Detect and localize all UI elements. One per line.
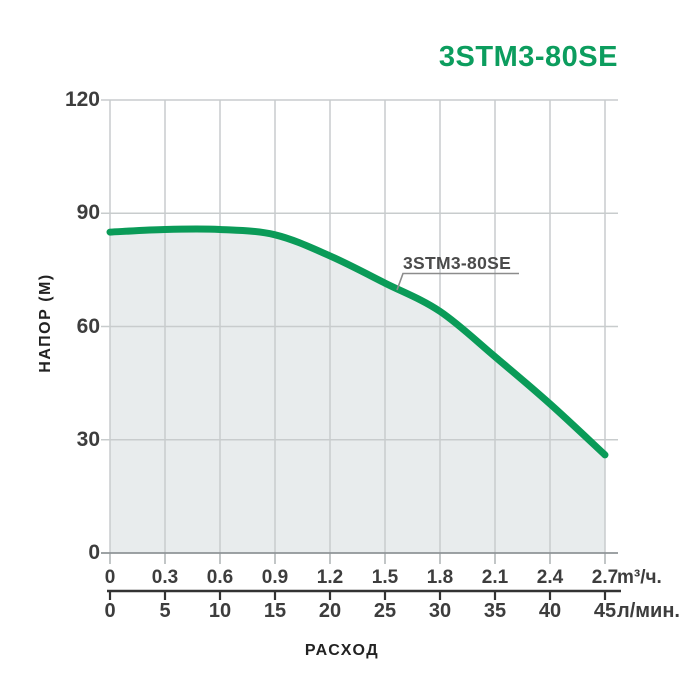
x-axis-unit-m3h: m³/ч.	[617, 567, 662, 588]
y-axis-title: НАПОР (М)	[37, 273, 54, 373]
pump-curve-line	[106, 225, 609, 459]
curve-area-fill	[110, 228, 605, 553]
curve-label-leader-line	[396, 272, 519, 291]
page-title: 3STM3-80SE	[438, 41, 618, 73]
curve-label: 3STM3-80SE	[403, 253, 512, 273]
x-axis-unit-lmin: л/мин.	[617, 600, 680, 622]
x-axis-title: РАСХОД	[304, 642, 380, 659]
